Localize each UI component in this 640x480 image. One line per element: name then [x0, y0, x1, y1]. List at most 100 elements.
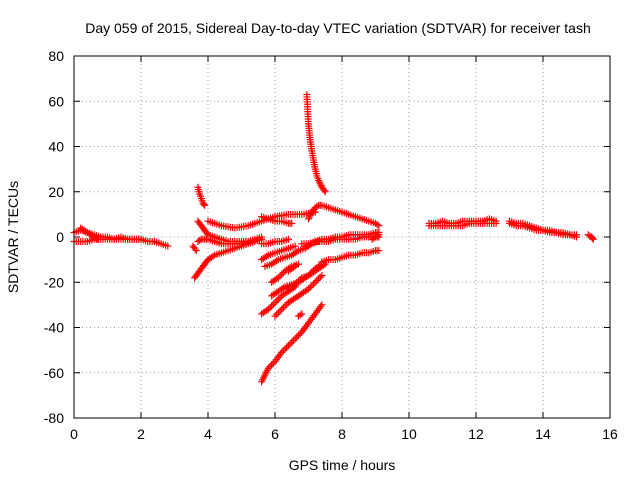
y-tick-label: -60 — [44, 365, 64, 381]
data-point — [318, 271, 326, 279]
x-tick-label: 16 — [602, 426, 618, 442]
x-axis-label: GPS time / hours — [289, 457, 396, 473]
series-track-y — [318, 247, 383, 266]
data-point — [313, 202, 321, 210]
data-point — [308, 282, 316, 290]
data-point — [93, 235, 101, 243]
data-point — [137, 235, 145, 243]
y-tick-label: 0 — [56, 229, 64, 245]
data-point — [588, 234, 596, 242]
data-point — [276, 307, 284, 315]
data-point — [284, 342, 292, 350]
data-point — [315, 176, 323, 184]
data-point — [279, 347, 287, 355]
data-point — [316, 180, 324, 188]
x-tick-label: 10 — [401, 426, 417, 442]
x-tick-label: 4 — [204, 426, 212, 442]
data-point — [274, 274, 282, 282]
data-point — [291, 262, 299, 270]
data-point — [492, 219, 500, 227]
data-point — [273, 257, 281, 265]
data-point — [375, 231, 383, 239]
series-track-b — [70, 235, 145, 246]
data-point — [276, 272, 284, 280]
series-track-c — [77, 224, 101, 243]
data-point — [273, 310, 281, 318]
data-point — [274, 309, 282, 317]
series-track-aa — [368, 231, 383, 243]
data-point — [271, 312, 279, 320]
series-track-j — [258, 213, 296, 227]
chart-title: Day 059 of 2015, Sidereal Day-to-day VTE… — [85, 20, 591, 36]
x-tick-label: 14 — [535, 426, 551, 442]
data-point — [200, 200, 208, 208]
data-point — [268, 302, 276, 310]
data-point — [298, 310, 306, 318]
data-point — [266, 363, 274, 371]
data-point — [274, 295, 282, 303]
data-point — [196, 236, 204, 244]
points-layer — [70, 90, 597, 386]
series-track-q — [284, 262, 299, 275]
data-point — [375, 222, 383, 230]
data-point — [266, 304, 274, 312]
data-point — [288, 219, 296, 227]
data-point — [313, 277, 321, 285]
data-point — [278, 270, 286, 278]
data-point — [269, 359, 277, 367]
data-point — [264, 364, 272, 372]
series-track-m — [258, 283, 299, 318]
data-point — [291, 335, 299, 343]
x-tick-label: 6 — [271, 426, 279, 442]
data-point — [288, 338, 296, 346]
series-track-o — [258, 301, 326, 386]
series-track-u — [294, 310, 306, 320]
data-point — [318, 301, 326, 309]
data-point — [284, 235, 292, 243]
data-point — [294, 331, 302, 339]
series-track-h — [189, 242, 200, 255]
data-point — [310, 280, 318, 288]
data-point — [589, 235, 597, 243]
data-point — [305, 213, 313, 221]
x-tick-label: 12 — [468, 426, 484, 442]
y-axis-label: SDTVAR / TECUs — [5, 181, 21, 293]
data-point — [296, 330, 304, 338]
x-tick-label: 8 — [338, 426, 346, 442]
y-tick-label: -20 — [44, 274, 64, 290]
series-track-k — [258, 235, 292, 248]
y-tick-label: 20 — [48, 184, 64, 200]
data-point — [305, 215, 312, 223]
data-point — [316, 273, 324, 281]
data-point — [273, 297, 281, 305]
x-tick-label: 2 — [137, 426, 145, 442]
data-point — [289, 264, 297, 272]
data-point — [289, 337, 297, 345]
data-point — [286, 340, 294, 348]
data-point — [281, 345, 289, 353]
data-point — [279, 304, 287, 312]
data-point — [293, 248, 301, 256]
y-tick-label: 80 — [48, 48, 64, 64]
y-tick-label: -40 — [44, 320, 64, 336]
series-track-ac — [425, 219, 500, 230]
series-track-l — [258, 242, 299, 264]
data-point — [305, 285, 312, 293]
data-point — [293, 333, 301, 341]
data-point — [264, 305, 272, 313]
series-track-v — [303, 90, 329, 196]
data-point — [315, 275, 323, 283]
data-point — [573, 231, 580, 239]
data-point — [192, 247, 200, 255]
data-point — [311, 278, 319, 286]
data-point — [296, 311, 304, 319]
data-point — [375, 247, 383, 255]
series-track-af — [584, 231, 597, 243]
y-tick-label: 60 — [48, 93, 64, 109]
data-point — [321, 188, 329, 196]
x-tick-label: 0 — [70, 426, 78, 442]
plot-frame — [73, 55, 611, 419]
data-point — [306, 212, 314, 220]
series-track-w — [305, 201, 383, 230]
